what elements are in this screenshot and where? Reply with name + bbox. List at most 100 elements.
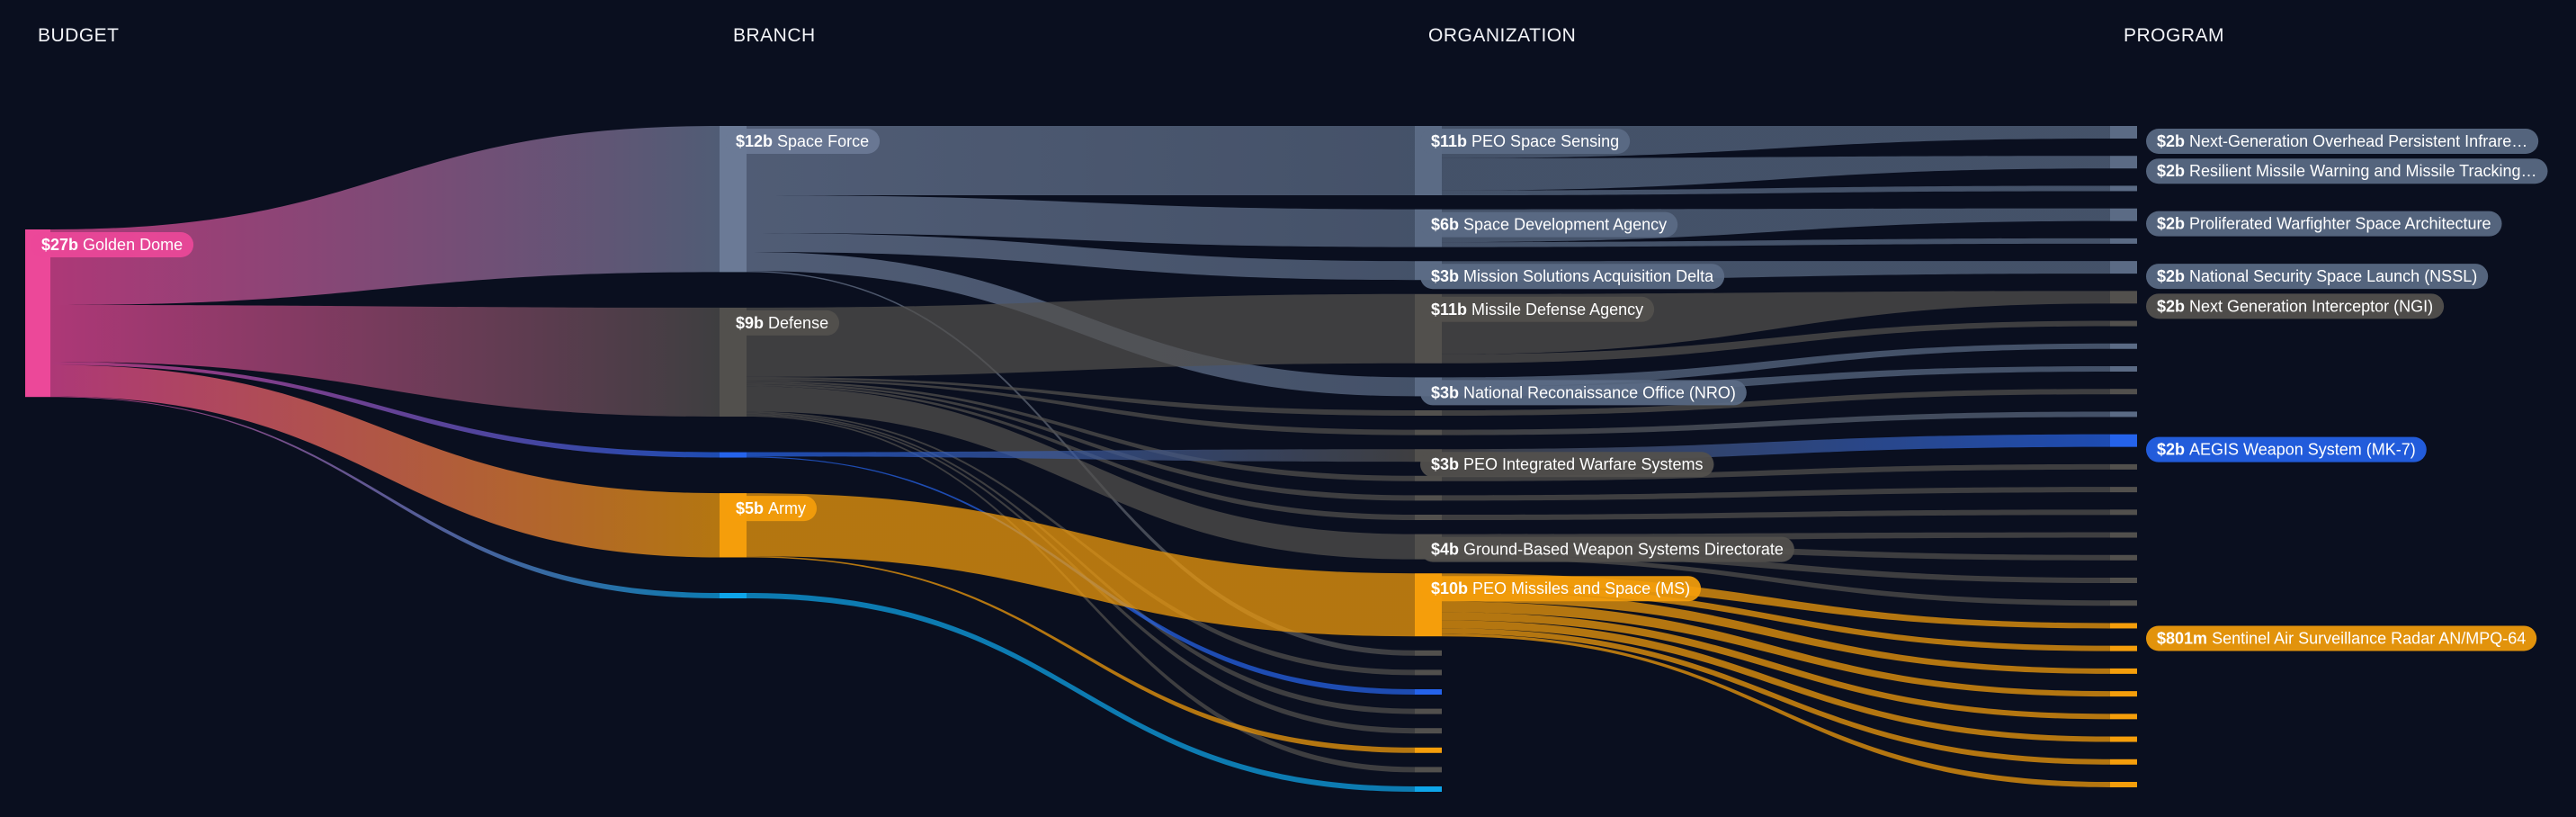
node-label-peo_space_sensing[interactable]: $11b PEO Space Sensing (1420, 129, 1631, 154)
flow-link-gbwsd-to-p_s14[interactable] (1442, 554, 2110, 606)
node-bar-p_s21[interactable] (2110, 782, 2137, 787)
flow-link-defense-to-o_s3[interactable] (747, 381, 1415, 481)
node-bar-p_s12[interactable] (2110, 554, 2137, 561)
node-label-peo_iws[interactable]: $3b PEO Integrated Warfare Systems (1420, 452, 1714, 478)
flow-link-army-to-o_s11[interactable] (747, 556, 1415, 753)
flow-link-br_cyan-to-o_s13[interactable] (747, 593, 1415, 792)
flow-link-peo_ms-to-p_s20[interactable] (1442, 628, 2110, 765)
node-bar-o_s4[interactable] (1415, 495, 1442, 501)
node-label-golden_dome[interactable]: $27b Golden Dome (31, 232, 194, 257)
node-label-army[interactable]: $5b Army (725, 496, 818, 522)
node-bar-sentinel[interactable] (2110, 623, 2137, 629)
node-bar-br_blue[interactable] (720, 452, 747, 458)
flow-link-peo_space_sensing-to-rmwmt[interactable] (1442, 156, 2110, 191)
node-bar-o_s6[interactable] (1415, 650, 1442, 656)
node-label-msad[interactable]: $3b Mission Solutions Acquisition Delta (1420, 264, 1725, 290)
node-bar-o_s5[interactable] (1415, 515, 1442, 520)
flow-link-peo_ms-to-p_s16[interactable] (1442, 590, 2110, 674)
node-bar-ngi[interactable] (2110, 291, 2137, 304)
node-bar-p_s8[interactable] (2110, 463, 2137, 470)
node-bar-p_s3[interactable] (2110, 320, 2137, 327)
node-bar-nssl[interactable] (2110, 261, 2137, 274)
node-bar-p_s14[interactable] (2110, 600, 2137, 606)
node-bar-p_s7[interactable] (2110, 411, 2137, 417)
node-label-pwsa[interactable]: $2b Proliferated Warfighter Space Archit… (2146, 211, 2502, 237)
flow-link-o_s1-to-p_s6[interactable] (1442, 389, 2110, 416)
node-bar-p_s1[interactable] (2110, 185, 2137, 192)
node-bar-aegis[interactable] (2110, 434, 2137, 447)
node-bar-o_s11[interactable] (1415, 747, 1442, 753)
node-label-ngopir[interactable]: $2b Next-Generation Overhead Persistent … (2146, 129, 2539, 154)
node-label-ngi[interactable]: $2b Next Generation Interceptor (NGI) (2146, 293, 2445, 319)
flow-link-army-to-peo_ms[interactable] (747, 493, 1415, 637)
node-bar-p_s2[interactable] (2110, 238, 2137, 244)
node-bar-o_s10[interactable] (1415, 728, 1442, 734)
flow-link-space_force-to-msad[interactable] (747, 233, 1415, 281)
node-bar-p_s15[interactable] (2110, 645, 2137, 651)
flow-link-mda-to-p_s3[interactable] (1442, 320, 2110, 364)
node-label-sentinel[interactable]: $801m Sentinel Air Surveillance Radar AN… (2146, 625, 2537, 651)
node-bar-p_s20[interactable] (2110, 759, 2137, 765)
flow-link-defense-to-gbwsd[interactable] (747, 386, 1415, 560)
flow-link-peo_ms-to-p_s17[interactable] (1442, 601, 2110, 697)
node-bar-p_s19[interactable] (2110, 736, 2137, 742)
flow-link-golden_dome-to-br_blue[interactable] (50, 362, 720, 458)
node-bar-o_s2[interactable] (1415, 429, 1442, 435)
node-bar-o_s9[interactable] (1415, 708, 1442, 714)
node-label-gbwsd[interactable]: $4b Ground-Based Weapon Systems Director… (1420, 536, 1794, 562)
node-bar-o_s8[interactable] (1415, 689, 1442, 695)
node-label-mda[interactable]: $11b Missile Defense Agency (1420, 296, 1655, 322)
node-bar-o_s12[interactable] (1415, 767, 1442, 773)
node-bar-o_s3[interactable] (1415, 475, 1442, 481)
node-label-sda[interactable]: $6b Space Development Agency (1420, 211, 1678, 238)
flow-link-space_force-to-sda[interactable] (747, 195, 1415, 247)
flow-link-peo_space_sensing-to-p_s1[interactable] (1442, 185, 2110, 195)
node-bar-p_s18[interactable] (2110, 714, 2137, 720)
flow-link-nro-to-p_s4[interactable] (1442, 343, 2110, 387)
node-bar-p_s4[interactable] (2110, 343, 2137, 349)
flow-link-o_s2-to-p_s7[interactable] (1442, 411, 2110, 435)
node-label-nro[interactable]: $3b National Reconaissance Office (NRO) (1420, 380, 1747, 406)
node-label-peo_ms[interactable]: $10b PEO Missiles and Space (MS) (1420, 576, 1702, 602)
flow-link-br_blue-to-peo_iws[interactable] (747, 449, 1415, 462)
flow-link-o_s4-to-p_s9[interactable] (1442, 487, 2110, 501)
node-label-rmwmt[interactable]: $2b Resilient Missile Warning and Missil… (2146, 158, 2548, 184)
node-label-space_force[interactable]: $12b Space Force (725, 129, 881, 154)
node-bar-p_s6[interactable] (2110, 389, 2137, 395)
node-bar-p_s13[interactable] (2110, 578, 2137, 583)
node-bar-br_cyan[interactable] (720, 593, 747, 598)
flow-link-golden_dome-to-br_cyan[interactable] (50, 396, 720, 599)
node-bar-ngopir[interactable] (2110, 126, 2137, 139)
flow-link-golden_dome-to-defense[interactable] (50, 305, 720, 417)
node-label-pill-peo_ms (1420, 576, 1702, 602)
flow-link-peo_ms-to-p_s19[interactable] (1442, 620, 2110, 742)
node-bar-p_s17[interactable] (2110, 691, 2137, 697)
flow-link-defense-to-o_s4[interactable] (747, 382, 1415, 501)
node-bar-p_s9[interactable] (2110, 487, 2137, 493)
node-bar-o_s7[interactable] (1415, 669, 1442, 676)
flow-link-peo_ms-to-p_s15[interactable] (1442, 584, 2110, 651)
node-bar-o_s13[interactable] (1415, 786, 1442, 792)
flow-link-peo_ms-to-p_s18[interactable] (1442, 612, 2110, 720)
node-label-text-golden_dome: $27b Golden Dome (41, 236, 183, 254)
flow-link-space_force-to-peo_space_sensing[interactable] (747, 126, 1415, 195)
node-bar-p_s11[interactable] (2110, 532, 2137, 538)
node-bar-p_s16[interactable] (2110, 668, 2137, 674)
node-bar-pwsa[interactable] (2110, 208, 2137, 221)
flow-link-defense-to-o_s2[interactable] (747, 379, 1415, 435)
node-bar-rmwmt[interactable] (2110, 156, 2137, 169)
node-bar-o_s1[interactable] (1415, 410, 1442, 416)
flow-link-defense-to-o_s1[interactable] (747, 376, 1415, 416)
node-label-aegis[interactable]: $2b AEGIS Weapon System (MK-7) (2146, 436, 2427, 462)
node-bar-p_s10[interactable] (2110, 509, 2137, 516)
node-label-nssl[interactable]: $2b National Security Space Launch (NSSL… (2146, 264, 2489, 290)
node-bar-p_s5[interactable] (2110, 366, 2137, 372)
node-bar-golden_dome[interactable] (25, 229, 50, 398)
flow-link-defense-to-mda[interactable] (747, 293, 1415, 377)
flow-link-golden_dome-to-space_force[interactable] (50, 126, 720, 305)
flow-link-peo_ms-to-p_s21[interactable] (1442, 633, 2110, 787)
flow-link-sda-to-p_s2[interactable] (1442, 238, 2110, 247)
flow-link-o_s5-to-p_s10[interactable] (1442, 509, 2110, 520)
node-label-defense[interactable]: $9b Defense (725, 310, 840, 336)
flow-link-golden_dome-to-army[interactable] (50, 364, 720, 558)
